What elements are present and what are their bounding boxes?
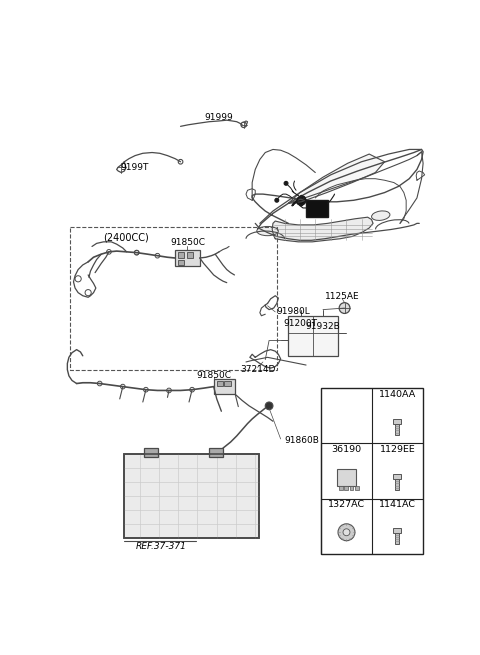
- Bar: [217, 381, 223, 386]
- Bar: [175, 250, 200, 267]
- Text: (2400CC): (2400CC): [104, 233, 149, 242]
- Ellipse shape: [257, 227, 278, 236]
- Text: 91932B: 91932B: [306, 322, 340, 331]
- Polygon shape: [288, 154, 384, 203]
- Bar: [214, 379, 235, 394]
- Circle shape: [265, 402, 273, 409]
- Text: 91980L: 91980L: [277, 307, 311, 316]
- Text: REF.37-371: REF.37-371: [136, 542, 187, 552]
- Bar: [178, 252, 184, 258]
- Text: 91850C: 91850C: [196, 371, 231, 379]
- Text: 36190: 36190: [331, 445, 361, 454]
- Ellipse shape: [372, 211, 390, 221]
- Circle shape: [339, 303, 350, 314]
- Bar: [225, 381, 230, 386]
- Text: 91200T: 91200T: [284, 319, 318, 328]
- Bar: [394, 419, 401, 424]
- Circle shape: [343, 529, 350, 536]
- Bar: [355, 486, 359, 490]
- Text: 9199T: 9199T: [120, 162, 148, 172]
- Circle shape: [284, 181, 288, 185]
- Bar: [349, 486, 353, 490]
- Bar: [344, 486, 348, 490]
- Text: 37214D: 37214D: [240, 365, 275, 374]
- Text: 91999: 91999: [204, 113, 233, 122]
- Bar: [187, 252, 193, 258]
- Bar: [394, 528, 401, 533]
- Polygon shape: [292, 196, 306, 206]
- Text: 1140AA: 1140AA: [379, 390, 416, 399]
- Bar: [322, 388, 423, 553]
- Bar: [396, 533, 399, 544]
- Text: 1129EE: 1129EE: [379, 445, 415, 454]
- Bar: [337, 470, 356, 486]
- Bar: [306, 200, 328, 217]
- Circle shape: [338, 524, 355, 541]
- Circle shape: [275, 198, 279, 202]
- Bar: [144, 448, 158, 457]
- Text: 1125AE: 1125AE: [325, 292, 360, 301]
- Bar: [396, 424, 399, 435]
- Polygon shape: [272, 217, 373, 242]
- Bar: [396, 479, 399, 490]
- Bar: [124, 455, 259, 538]
- Bar: [178, 260, 184, 265]
- Text: 91860B: 91860B: [285, 436, 319, 445]
- Bar: [394, 474, 401, 479]
- Bar: [288, 316, 338, 356]
- Bar: [71, 227, 277, 369]
- Text: 1141AC: 1141AC: [379, 500, 416, 509]
- Bar: [209, 448, 223, 457]
- Text: 91850C: 91850C: [170, 238, 205, 247]
- Text: 1327AC: 1327AC: [328, 500, 365, 509]
- Bar: [124, 455, 259, 538]
- Bar: [339, 486, 343, 490]
